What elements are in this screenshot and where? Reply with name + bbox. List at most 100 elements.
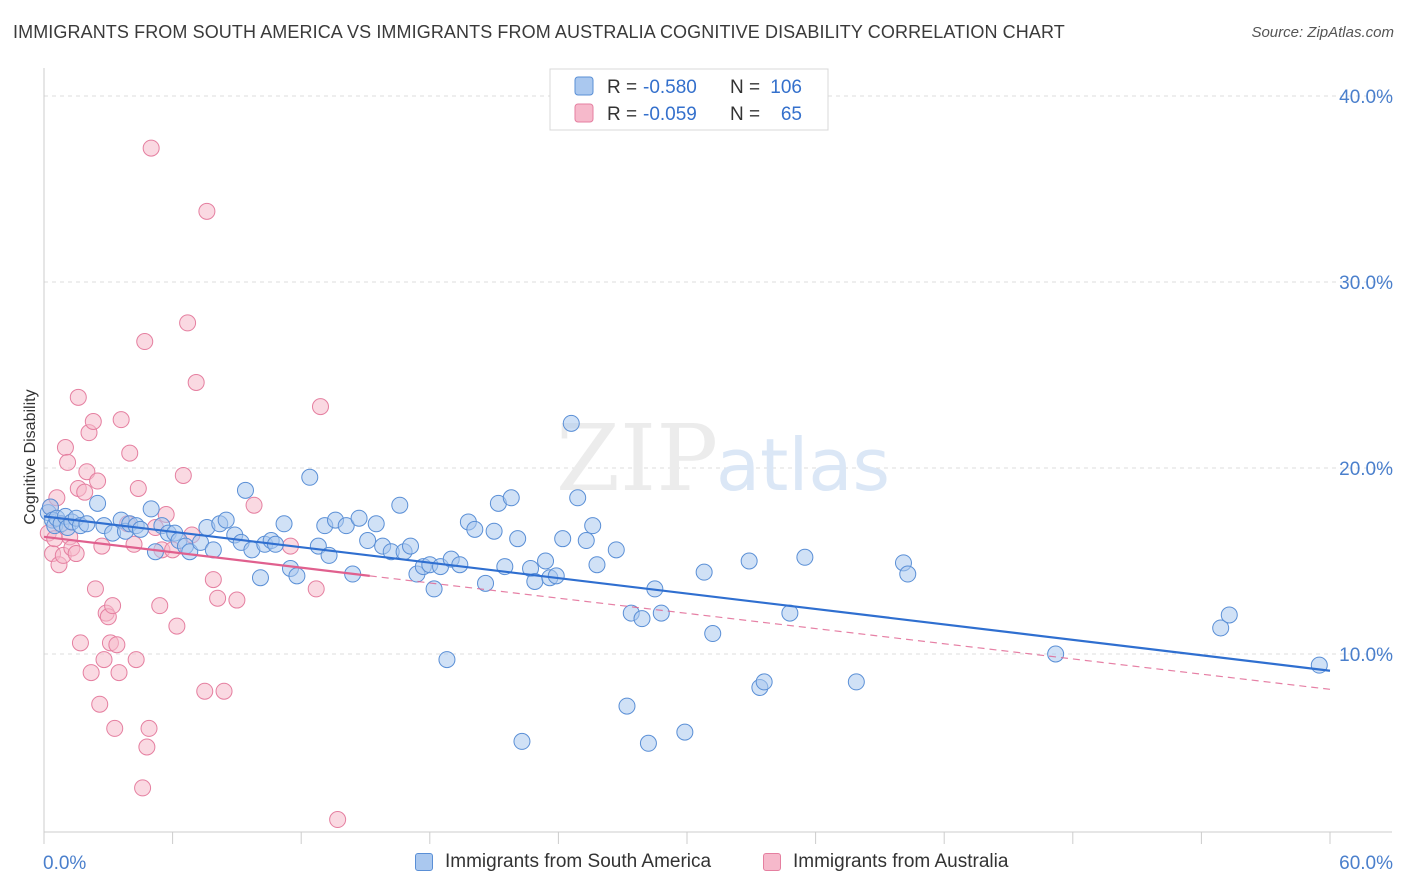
- stats-r-value-blue: -0.580: [643, 77, 697, 98]
- legend-label-south-america: Immigrants from South America: [445, 851, 712, 872]
- australia-point-37: [127, 651, 145, 669]
- south-america-point-64: [438, 651, 456, 669]
- australia-point-56: [204, 571, 222, 589]
- stats-swatch-blue: [574, 76, 594, 96]
- australia-point-43: [142, 139, 160, 157]
- australia-point-9: [59, 453, 77, 471]
- south-america-point-95: [695, 563, 713, 581]
- south-america-point-81: [554, 530, 572, 548]
- australia-point-23: [91, 695, 109, 713]
- stats-legend: R = -0.580 N = 106 R = -0.059 N = 65: [549, 68, 829, 131]
- south-america-point-93: [652, 604, 670, 622]
- trend-line-australia: [43, 535, 370, 577]
- stats-n-value-blue: 106: [770, 77, 802, 98]
- south-america-point-11: [78, 515, 96, 533]
- legend-item-south-america[interactable]: Immigrants from South America: [415, 851, 711, 873]
- trend-line-south-america: [43, 515, 1331, 672]
- south-america-point-107: [1220, 606, 1238, 624]
- stats-swatch-pink: [574, 103, 594, 123]
- south-america-point-74: [509, 530, 527, 548]
- y-tick-label-30: 30.0%: [1339, 273, 1393, 294]
- y-tick-label-20: 20.0%: [1339, 459, 1393, 480]
- south-america-point-86: [588, 556, 606, 574]
- south-america-point-102: [847, 673, 865, 691]
- south-america-point-104: [899, 565, 917, 583]
- australia-point-21: [86, 580, 104, 598]
- australia-point-35: [121, 444, 139, 462]
- south-america-point-49: [337, 517, 355, 535]
- south-america-point-37: [251, 569, 269, 587]
- y-axis-label: Cognitive Disability: [22, 389, 39, 524]
- south-america-point-101: [796, 548, 814, 566]
- series-south-america-points: [39, 414, 1328, 752]
- south-america-point-106: [1212, 619, 1230, 637]
- australia-point-54: [196, 682, 214, 700]
- y-tick-label-10: 10.0%: [1339, 645, 1393, 666]
- australia-point-29: [104, 597, 122, 615]
- south-america-point-44: [301, 468, 319, 486]
- south-america-point-73: [502, 489, 520, 507]
- south-america-point-51: [350, 509, 368, 527]
- australia-point-53: [187, 373, 205, 391]
- australia-point-16: [76, 483, 94, 501]
- south-america-point-58: [402, 537, 420, 555]
- australia-point-59: [228, 591, 246, 609]
- series-legend: Immigrants from South America Immigrants…: [0, 851, 1406, 877]
- australia-point-64: [329, 811, 347, 829]
- australia-point-49: [168, 617, 186, 635]
- australia-point-63: [311, 398, 329, 416]
- australia-point-39: [134, 779, 152, 797]
- australia-point-12: [67, 545, 85, 563]
- australia-point-55: [198, 202, 216, 220]
- stats-n-value-pink: 65: [781, 104, 802, 125]
- australia-point-57: [209, 589, 227, 607]
- trend-line-australia-extension: [369, 575, 1331, 690]
- source-label: Source: ZipAtlas.com: [1251, 24, 1394, 41]
- south-america-point-83: [569, 489, 587, 507]
- watermark: ZIP atlas: [556, 405, 890, 512]
- stats-r-label-blue: R =: [607, 77, 637, 98]
- australia-point-25: [95, 651, 113, 669]
- australia-point-38: [129, 479, 147, 497]
- x-tick-label-min: 0.0%: [43, 853, 86, 874]
- south-america-point-88: [618, 697, 636, 715]
- trend-lines: [43, 515, 1331, 690]
- australia-point-40: [136, 333, 154, 351]
- south-america-point-99: [755, 673, 773, 691]
- legend-item-australia[interactable]: Immigrants from Australia: [763, 851, 1008, 873]
- australia-point-30: [106, 719, 124, 737]
- south-america-point-94: [676, 723, 694, 741]
- grid-lines: [44, 95, 1392, 655]
- south-america-point-68: [466, 520, 484, 538]
- south-america-point-85: [584, 517, 602, 535]
- australia-point-45: [151, 597, 169, 615]
- australia-point-8: [56, 439, 74, 457]
- australia-point-20: [84, 413, 102, 430]
- watermark-atlas: atlas: [716, 423, 890, 507]
- australia-point-42: [140, 719, 158, 737]
- australia-point-31: [108, 636, 126, 654]
- south-america-point-12: [89, 494, 107, 512]
- south-america-point-82: [562, 414, 580, 432]
- x-tick-label-max: 60.0%: [1339, 853, 1393, 874]
- south-america-point-53: [367, 515, 385, 533]
- axes: [43, 68, 1392, 833]
- south-america-point-20: [142, 500, 160, 518]
- australia-point-50: [174, 466, 192, 484]
- stats-r-value-pink: -0.059: [643, 104, 697, 125]
- south-america-point-69: [477, 574, 495, 592]
- australia-point-17: [78, 463, 96, 481]
- australia-point-62: [307, 580, 325, 598]
- south-america-point-70: [485, 522, 503, 540]
- australia-point-22: [89, 472, 107, 490]
- legend-swatch-south-america: [415, 853, 433, 871]
- legend-label-australia: Immigrants from Australia: [793, 851, 1009, 872]
- australia-point-15: [71, 634, 89, 652]
- south-america-point-56: [391, 496, 409, 514]
- south-america-point-78: [537, 552, 555, 570]
- stats-n-label-blue: N =: [730, 77, 760, 98]
- south-america-point-91: [639, 734, 657, 752]
- south-america-point-105: [1047, 645, 1065, 663]
- y-axis-tick-labels: 10.0% 20.0% 30.0% 40.0%: [1339, 87, 1393, 666]
